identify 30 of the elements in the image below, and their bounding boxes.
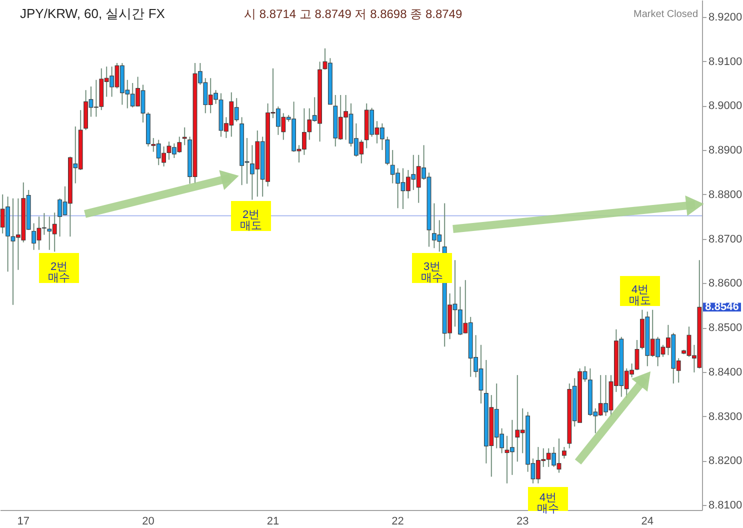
y-tick-label: 8.9000 xyxy=(708,100,742,112)
annotation: 3번 매수 xyxy=(421,261,443,284)
y-tick-label: 8.9100 xyxy=(708,56,742,68)
x-tick-label: 24 xyxy=(641,516,654,528)
candlestick xyxy=(634,340,640,371)
y-tick-label: 8.8400 xyxy=(708,366,742,378)
y-tick-label: 8.8500 xyxy=(708,322,742,334)
y-tick-label: 8.8900 xyxy=(708,144,742,157)
y-tick-label: 8.9200 xyxy=(708,11,742,24)
candlestick xyxy=(562,446,566,460)
annotation: Market Closed xyxy=(634,9,698,20)
y-tick-label: 8.8800 xyxy=(708,188,742,201)
y-tick-label: 8.8200 xyxy=(708,455,742,468)
annotation: 2번 매수 xyxy=(48,261,70,284)
x-tick-label: 20 xyxy=(142,516,154,528)
annotation: 4번 매도 xyxy=(629,284,651,307)
candlestick xyxy=(385,136,390,166)
y-tick-label: 8.8300 xyxy=(708,410,742,423)
text: 8.8546 xyxy=(705,301,739,314)
x-tick-label: 21 xyxy=(266,516,280,528)
text: 시 8.8714 고 8.8749 저 8.8698 종 8.8749 xyxy=(244,7,462,21)
x-tick-label: 23 xyxy=(516,516,529,528)
y-tick-label: 8.8100 xyxy=(708,500,742,512)
x-tick-label: 22 xyxy=(392,516,404,528)
x-tick-label: 17 xyxy=(17,516,30,528)
y-tick-label: 8.8600 xyxy=(708,278,742,290)
chart-title: JPY/KRW, 60, 실시간 FX xyxy=(20,6,166,21)
candlestick xyxy=(182,126,187,146)
annotation: 2번 매도 xyxy=(240,209,262,232)
y-tick-label: 8.8700 xyxy=(708,233,742,246)
